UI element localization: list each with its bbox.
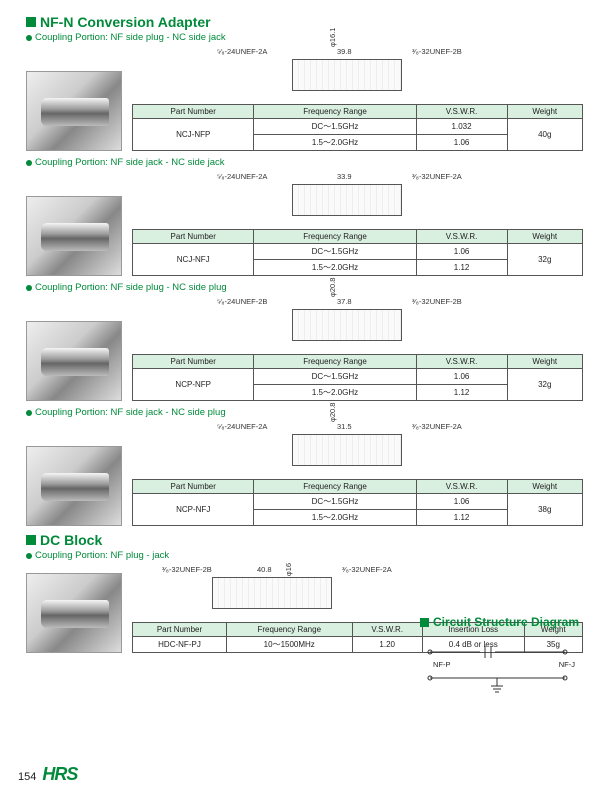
- th: V.S.W.R.: [416, 480, 507, 494]
- section-title-nf-n: NF-N Conversion Adapter: [26, 14, 583, 30]
- thread-right: ³⁄₈-32UNEF-2A: [342, 565, 392, 574]
- th: V.S.W.R.: [416, 105, 507, 119]
- dim-length: 37.8: [337, 297, 352, 306]
- dim-diam: φ16: [284, 563, 293, 576]
- dim-length: 33.9: [337, 172, 352, 181]
- td-part: NCJ-NFJ: [133, 244, 254, 276]
- td: 1.12: [416, 260, 507, 276]
- td-part: NCP-NFJ: [133, 494, 254, 526]
- th: Weight: [507, 480, 582, 494]
- th: Weight: [507, 230, 582, 244]
- th: Frequency Range: [226, 623, 352, 637]
- th: Frequency Range: [254, 105, 416, 119]
- thread-left: ⁵⁄₈-24UNEF-2A: [217, 422, 267, 431]
- thread-right: ³⁄₈-32UNEF-2B: [412, 47, 462, 56]
- td: DC～1.5GHz: [254, 244, 416, 260]
- product-photo-0: [26, 71, 122, 151]
- spec-table-3: Part Number Frequency Range V.S.W.R. Wei…: [132, 479, 583, 526]
- th: V.S.W.R.: [416, 230, 507, 244]
- td: 1.06: [416, 494, 507, 510]
- td-weight: 40g: [507, 119, 582, 151]
- th: V.S.W.R.: [416, 355, 507, 369]
- circuit-nfp-label: NF-P: [433, 660, 451, 669]
- drawing-3: ⁵⁄₈-24UNEF-2A ³⁄₈-32UNEF-2A 31.5 φ20.8: [132, 422, 583, 477]
- spec-table-2: Part Number Frequency Range V.S.W.R. Wei…: [132, 354, 583, 401]
- dim-diam: φ20.8: [328, 403, 337, 422]
- td: DC～1.5GHz: [254, 369, 416, 385]
- section-row-0: ⁵⁄₈-24UNEF-2A ³⁄₈-32UNEF-2B 39.8 φ16.1 P…: [26, 47, 583, 151]
- td: 1.5～2.0GHz: [254, 260, 416, 276]
- dim-length: 40.8: [257, 565, 272, 574]
- th: Weight: [507, 105, 582, 119]
- drawing-0: ⁵⁄₈-24UNEF-2A ³⁄₈-32UNEF-2B 39.8 φ16.1: [132, 47, 583, 102]
- th: Part Number: [133, 355, 254, 369]
- td: 1.032: [416, 119, 507, 135]
- coupling-1: Coupling Portion: NF side jack - NC side…: [26, 157, 583, 168]
- td-weight: 32g: [507, 244, 582, 276]
- drawing-dc: ³⁄₈-32UNEF-2B ³⁄₈-32UNEF-2A 40.8 φ16: [132, 565, 583, 620]
- circuit-diagram: NF-P NF-J: [425, 640, 575, 695]
- thread-right: ³⁄₈-32UNEF-2B: [412, 297, 462, 306]
- spec-table-1: Part Number Frequency Range V.S.W.R. Wei…: [132, 229, 583, 276]
- td: 1.20: [352, 637, 422, 653]
- dim-diam: φ20.8: [328, 278, 337, 297]
- th: Part Number: [133, 480, 254, 494]
- product-photo-dc: [26, 573, 122, 653]
- td: 1.5～2.0GHz: [254, 135, 416, 151]
- td-weight: 38g: [507, 494, 582, 526]
- thread-left: ⁵⁄₈-24UNEF-2B: [217, 297, 267, 306]
- thread-right: ³⁄₈-32UNEF-2A: [412, 172, 462, 181]
- td: 1.06: [416, 369, 507, 385]
- drawing-2: ⁵⁄₈-24UNEF-2B ³⁄₈-32UNEF-2B 37.8 φ20.8: [132, 297, 583, 352]
- th: Part Number: [133, 105, 254, 119]
- section-row-2: ⁵⁄₈-24UNEF-2B ³⁄₈-32UNEF-2B 37.8 φ20.8 P…: [26, 297, 583, 401]
- page-footer: 154 HRS: [18, 764, 77, 785]
- th: Weight: [507, 355, 582, 369]
- td: HDC-NF-PJ: [133, 637, 227, 653]
- circuit-title: Circuit Structure Diagram: [420, 615, 579, 629]
- th: Frequency Range: [254, 480, 416, 494]
- drawing-1: ⁵⁄₈-24UNEF-2A ³⁄₈-32UNEF-2A 33.9: [132, 172, 583, 227]
- td: 1.06: [416, 135, 507, 151]
- td-weight: 32g: [507, 369, 582, 401]
- td: 1.5～2.0GHz: [254, 510, 416, 526]
- th: Frequency Range: [254, 355, 416, 369]
- section-row-3: ⁵⁄₈-24UNEF-2A ³⁄₈-32UNEF-2A 31.5 φ20.8 P…: [26, 422, 583, 526]
- product-photo-2: [26, 321, 122, 401]
- th: Frequency Range: [254, 230, 416, 244]
- spec-table-0: Part Number Frequency Range V.S.W.R. Wei…: [132, 104, 583, 151]
- thread-right: ³⁄₈-32UNEF-2A: [412, 422, 462, 431]
- td-part: NCP-NFP: [133, 369, 254, 401]
- th: Part Number: [133, 623, 227, 637]
- th: V.S.W.R.: [352, 623, 422, 637]
- td: 10～1500MHz: [226, 637, 352, 653]
- thread-left: ³⁄₈-32UNEF-2B: [162, 565, 212, 574]
- coupling-2: Coupling Portion: NF side plug - NC side…: [26, 282, 583, 293]
- td: 1.12: [416, 510, 507, 526]
- td: 1.5～2.0GHz: [254, 385, 416, 401]
- thread-left: ⁵⁄₈-24UNEF-2A: [217, 47, 267, 56]
- thread-left: ⁵⁄₈-24UNEF-2A: [217, 172, 267, 181]
- coupling-dc: Coupling Portion: NF plug - jack: [26, 550, 583, 561]
- coupling-3: Coupling Portion: NF side jack - NC side…: [26, 407, 583, 418]
- page-number: 154: [18, 771, 36, 783]
- td: DC～1.5GHz: [254, 119, 416, 135]
- product-photo-3: [26, 446, 122, 526]
- td: 1.06: [416, 244, 507, 260]
- circuit-nfj-label: NF-J: [559, 660, 575, 669]
- dim-length: 39.8: [337, 47, 352, 56]
- product-photo-1: [26, 196, 122, 276]
- td: 1.12: [416, 385, 507, 401]
- section-title-dc: DC Block: [26, 532, 583, 548]
- th: Part Number: [133, 230, 254, 244]
- td-part: NCJ-NFP: [133, 119, 254, 151]
- dim-diam: φ16.1: [328, 28, 337, 47]
- coupling-0: Coupling Portion: NF side plug - NC side…: [26, 32, 583, 43]
- brand-logo: HRS: [42, 764, 77, 785]
- td: DC～1.5GHz: [254, 494, 416, 510]
- dim-length: 31.5: [337, 422, 352, 431]
- section-row-1: ⁵⁄₈-24UNEF-2A ³⁄₈-32UNEF-2A 33.9 Part Nu…: [26, 172, 583, 276]
